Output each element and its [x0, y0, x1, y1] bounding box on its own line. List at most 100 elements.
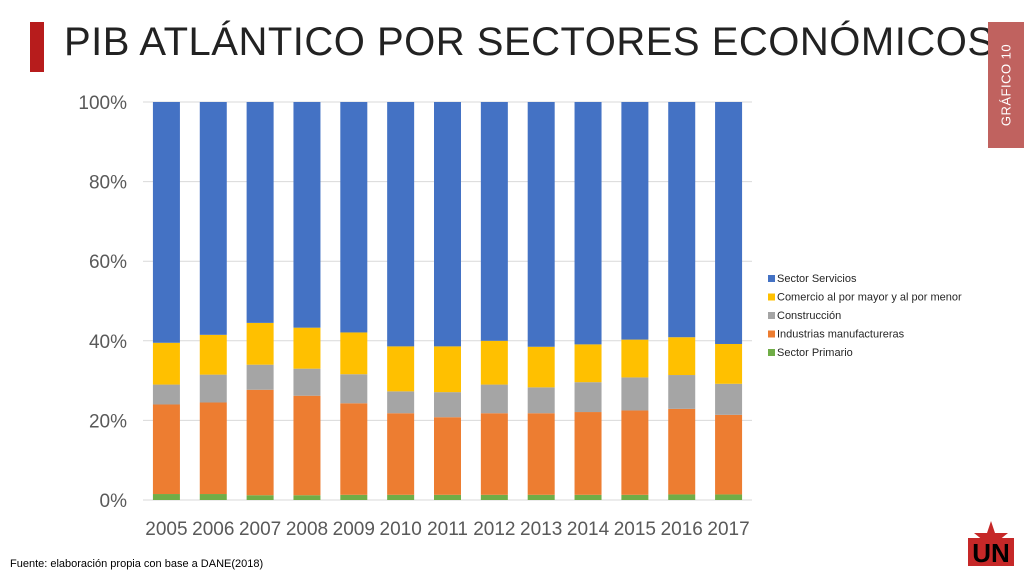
svg-text:UN: UN — [972, 538, 1010, 568]
bar-segment — [715, 414, 743, 495]
bar-segment — [246, 364, 274, 390]
bar-segment — [293, 102, 321, 328]
bar-segment — [527, 102, 555, 347]
bar-segment — [152, 102, 180, 343]
bar-segment — [527, 387, 555, 414]
bar-segment — [246, 495, 274, 500]
y-tick-label: 20% — [89, 411, 127, 432]
bar-segment — [668, 375, 696, 409]
bar-segment — [668, 494, 696, 500]
bar-segment — [621, 494, 649, 500]
bar-segment — [199, 102, 227, 335]
x-tick-label: 2012 — [473, 519, 515, 540]
bar-segment — [621, 377, 649, 411]
bar-segment — [715, 383, 743, 415]
legend-label: Construcción — [777, 310, 841, 322]
bar-segment — [387, 102, 415, 347]
bar-segment — [527, 494, 555, 500]
bar-segment — [715, 494, 743, 500]
bar-segment — [434, 102, 461, 347]
title-accent-bar — [30, 22, 44, 72]
bar-segment — [621, 102, 649, 340]
bar-segment — [621, 339, 649, 378]
x-tick-label: 2009 — [333, 519, 375, 540]
bar-segment — [668, 337, 696, 376]
bar-segment — [434, 417, 461, 495]
x-tick-label: 2016 — [661, 519, 703, 540]
bar-segment — [527, 346, 555, 388]
y-tick-label: 60% — [89, 252, 127, 273]
bar-segment — [480, 102, 508, 341]
legend-swatch — [768, 293, 775, 301]
page-title: PIB ATLÁNTICO POR SECTORES ECONÓMICOS — [64, 20, 995, 64]
bar-segment — [246, 102, 274, 323]
bar-segment — [480, 413, 508, 495]
bar-segment — [152, 404, 180, 495]
bar-segment — [293, 395, 321, 496]
bar-segment — [246, 322, 274, 365]
bar-segment — [199, 374, 227, 403]
bar-segment — [434, 346, 461, 393]
bar-segment — [715, 102, 743, 344]
legend-swatch — [768, 312, 775, 319]
legend-label: Industrias manufactureras — [777, 329, 905, 341]
bar-segment — [574, 412, 602, 495]
bar-segment — [293, 495, 321, 500]
bar-segment — [340, 332, 368, 375]
bar-segment — [340, 374, 368, 404]
x-tick-label: 2015 — [614, 519, 656, 540]
x-tick-label: 2017 — [707, 519, 749, 540]
legend-label: Sector Primario — [777, 347, 853, 359]
x-tick-label: 2013 — [520, 519, 562, 540]
x-tick-label: 2008 — [286, 519, 328, 540]
bar-segment — [387, 346, 415, 392]
university-logo: UN — [968, 521, 1014, 568]
bar-segment — [152, 494, 180, 500]
y-tick-label: 0% — [100, 491, 128, 512]
bar-segment — [574, 344, 602, 383]
bar-segment — [668, 102, 696, 338]
x-tick-label: 2011 — [427, 519, 468, 540]
bar-segment — [715, 343, 743, 384]
y-tick-label: 40% — [89, 332, 127, 353]
source-note: Fuente: elaboración propia con base a DA… — [10, 558, 264, 570]
x-tick-label: 2006 — [192, 519, 234, 540]
bar-segment — [480, 340, 508, 385]
x-tick-label: 2014 — [567, 519, 610, 540]
bar-segment — [199, 334, 227, 375]
legend-label: Comercio al por mayor y al por menor — [777, 292, 962, 304]
bar-segment — [293, 327, 321, 369]
legend-swatch — [768, 275, 775, 282]
bar-segment — [480, 494, 508, 500]
bar-segment — [480, 384, 508, 414]
bar-segment — [434, 494, 461, 500]
bar-segment — [434, 392, 461, 418]
x-tick-label: 2005 — [145, 519, 187, 540]
y-tick-label: 100% — [78, 93, 127, 114]
bar-segment — [574, 102, 602, 345]
bar-segment — [387, 494, 415, 500]
bar-segment — [574, 382, 602, 413]
bar-segment — [621, 410, 649, 495]
bar-segment — [387, 391, 415, 414]
bar-segment — [199, 402, 227, 495]
legend-swatch — [768, 330, 775, 338]
bar-segment — [246, 389, 274, 496]
bar-segment — [152, 384, 180, 405]
legend-swatch — [768, 349, 775, 356]
bar-segment — [293, 368, 321, 396]
side-label-tab: GRÁFICO 10 — [988, 22, 1024, 148]
legend-label: Sector Servicios — [777, 273, 857, 285]
bar-segment — [668, 408, 696, 495]
bar-segment — [152, 342, 180, 385]
bar-segment — [340, 403, 368, 495]
bar-segment — [199, 494, 227, 500]
y-tick-label: 80% — [89, 173, 127, 194]
bar-segment — [340, 494, 368, 500]
bar-segment — [574, 494, 602, 500]
bar-segment — [387, 413, 415, 495]
x-tick-label: 2010 — [380, 519, 422, 540]
x-tick-label: 2007 — [239, 519, 281, 540]
bar-segment — [527, 413, 555, 495]
